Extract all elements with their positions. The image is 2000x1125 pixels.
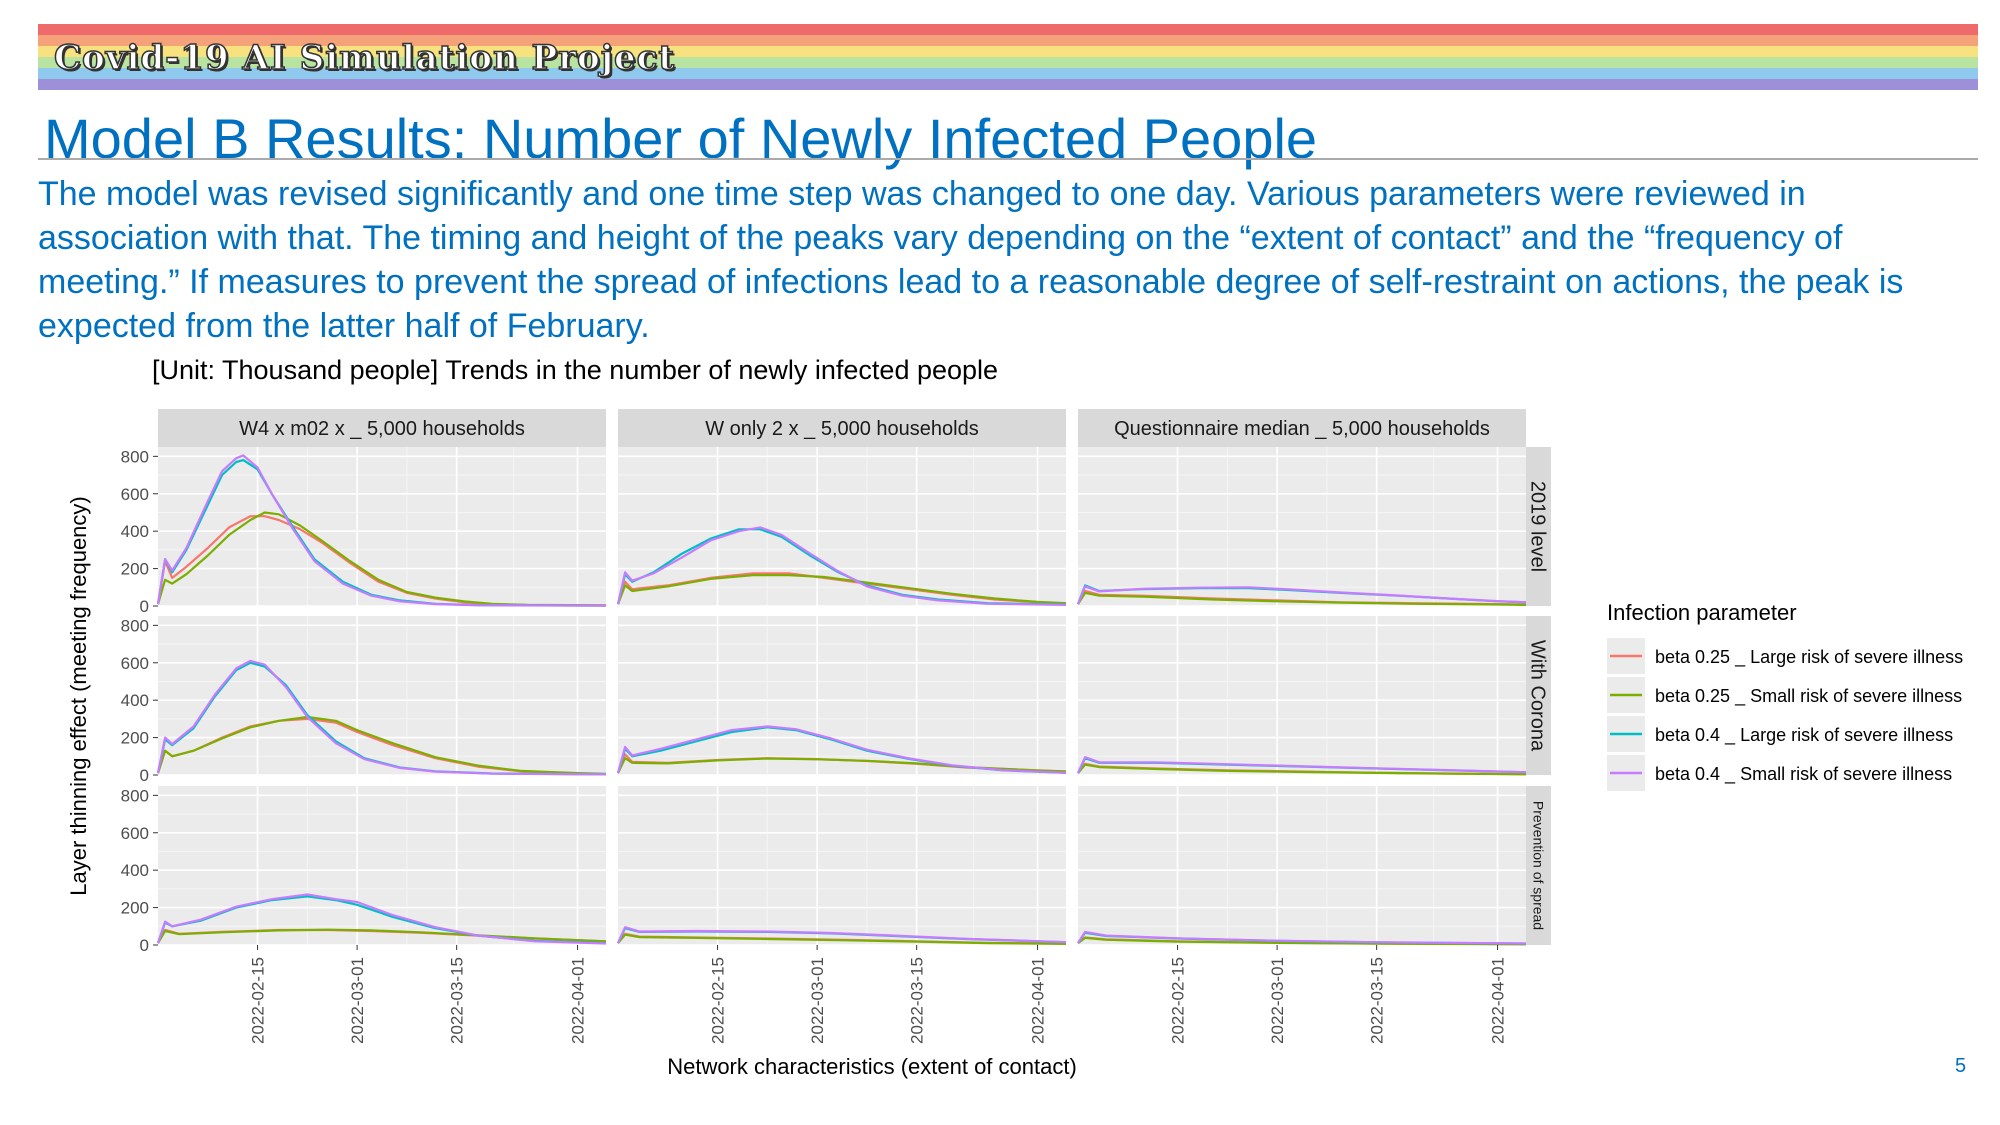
banner-stripe-3 [38,57,1978,68]
panel-background [1078,616,1526,775]
series-line-3 [1076,756,1527,774]
col-strip-bg [158,409,606,447]
row-strip-label: With Corona [1527,640,1549,752]
banner-stripe-0 [38,24,1978,35]
y-tick-label: 800 [121,786,149,805]
series-line-3 [616,926,1067,944]
x-axis-title: Network characteristics (extent of conta… [667,1054,1077,1079]
panel-background [158,616,606,775]
series-line-1 [617,933,1067,945]
panel-background [1078,786,1526,945]
x-tick-label: 2022-03-15 [1368,957,1387,1044]
series-line-1 [1077,591,1527,606]
series-line-1 [1077,936,1527,946]
col-strip-label: W only 2 x _ 5,000 households [705,418,979,440]
banner-stripe-4 [38,68,1978,79]
panel-background [618,616,1066,775]
series-line-1 [156,715,607,775]
col-strip-label: Questionnaire median _ 5,000 households [1114,418,1490,440]
x-tick-label: 2022-04-01 [1029,957,1048,1044]
panel-background [618,786,1066,945]
y-tick-label: 0 [140,597,149,616]
x-tick-label: 2022-02-15 [249,957,268,1044]
panel-background [158,786,606,945]
y-tick-label: 400 [121,861,149,880]
col-strip-bg [618,409,1066,447]
x-tick-label: 2022-02-15 [1169,957,1188,1044]
y-tick-label: 400 [121,691,149,710]
row-strip-bg [1523,447,1551,606]
chart-caption: [Unit: Thousand people] Trends in the nu… [152,355,999,385]
project-title: Covid-19 AI Simulation Project [53,37,676,79]
banner-stripe-1 [38,35,1978,46]
row-strip-label: Prevention of spread [1530,801,1546,930]
x-tick-label: 2022-03-15 [908,957,927,1044]
y-tick-label: 600 [121,824,149,843]
rainbow-banner: Covid-19 AI Simulation Project [38,24,1978,90]
legend-label: beta 0.4 _ Small risk of severe illness [1655,764,1952,785]
legend-title: Infection parameter [1607,600,1797,625]
series-line-3 [156,454,607,607]
series-line-3 [156,659,607,776]
legend-label: beta 0.25 _ Large risk of severe illness [1655,647,1963,668]
panel-background [1078,447,1526,606]
y-axis-title: Layer thinning effect (meeting frequency… [66,496,91,896]
x-tick-label: 2022-03-01 [1268,957,1287,1044]
series-line-3 [1077,930,1527,945]
row-strip-bg [1523,616,1551,775]
page-number: 5 [1955,1055,1967,1077]
series-line-1 [616,574,1067,605]
facet-line-chart: W4 x m02 x _ 5,000 households W only 2 x … [66,409,1963,1079]
y-tick-label: 0 [140,936,149,955]
y-tick-label: 0 [140,766,149,785]
y-tick-label: 600 [121,485,149,504]
col-strip-label: W4 x m02 x _ 5,000 households [239,418,525,440]
series-line-3 [1076,585,1527,605]
x-tick-label: 2022-03-01 [348,957,367,1044]
series-line-3 [616,725,1067,774]
series-line-1 [1077,763,1527,776]
title-divider [38,158,1978,160]
x-tick-label: 2022-03-15 [448,957,467,1044]
row-strip-bg [1523,786,1551,945]
series-line-3 [156,893,607,945]
banner-stripe-5 [38,79,1978,90]
row-strip-label: 2019 level [1527,481,1549,572]
legend-label: beta 0.4 _ Large risk of severe illness [1655,725,1953,746]
y-tick-label: 200 [121,729,149,748]
series-line-3 [616,526,1067,606]
banner-stripe-2 [38,46,1978,57]
x-tick-label: 2022-02-15 [709,957,728,1044]
x-tick-label: 2022-03-01 [808,957,827,1044]
y-tick-label: 800 [121,447,149,466]
y-tick-label: 200 [121,899,149,918]
col-strip-bg [1078,409,1526,447]
y-tick-label: 600 [121,654,149,673]
y-tick-label: 200 [121,560,149,579]
y-tick-label: 400 [121,522,149,541]
y-tick-label: 800 [121,616,149,635]
x-tick-label: 2022-04-01 [569,957,588,1044]
x-tick-label: 2022-04-01 [1489,957,1508,1044]
series-line-1 [156,511,607,607]
slide-body-text: The model was revised significantly and … [38,175,1904,345]
slide-title: Model B Results: Number of Newly Infecte… [44,107,1318,170]
legend-label: beta 0.25 _ Small risk of severe illness [1655,686,1962,707]
